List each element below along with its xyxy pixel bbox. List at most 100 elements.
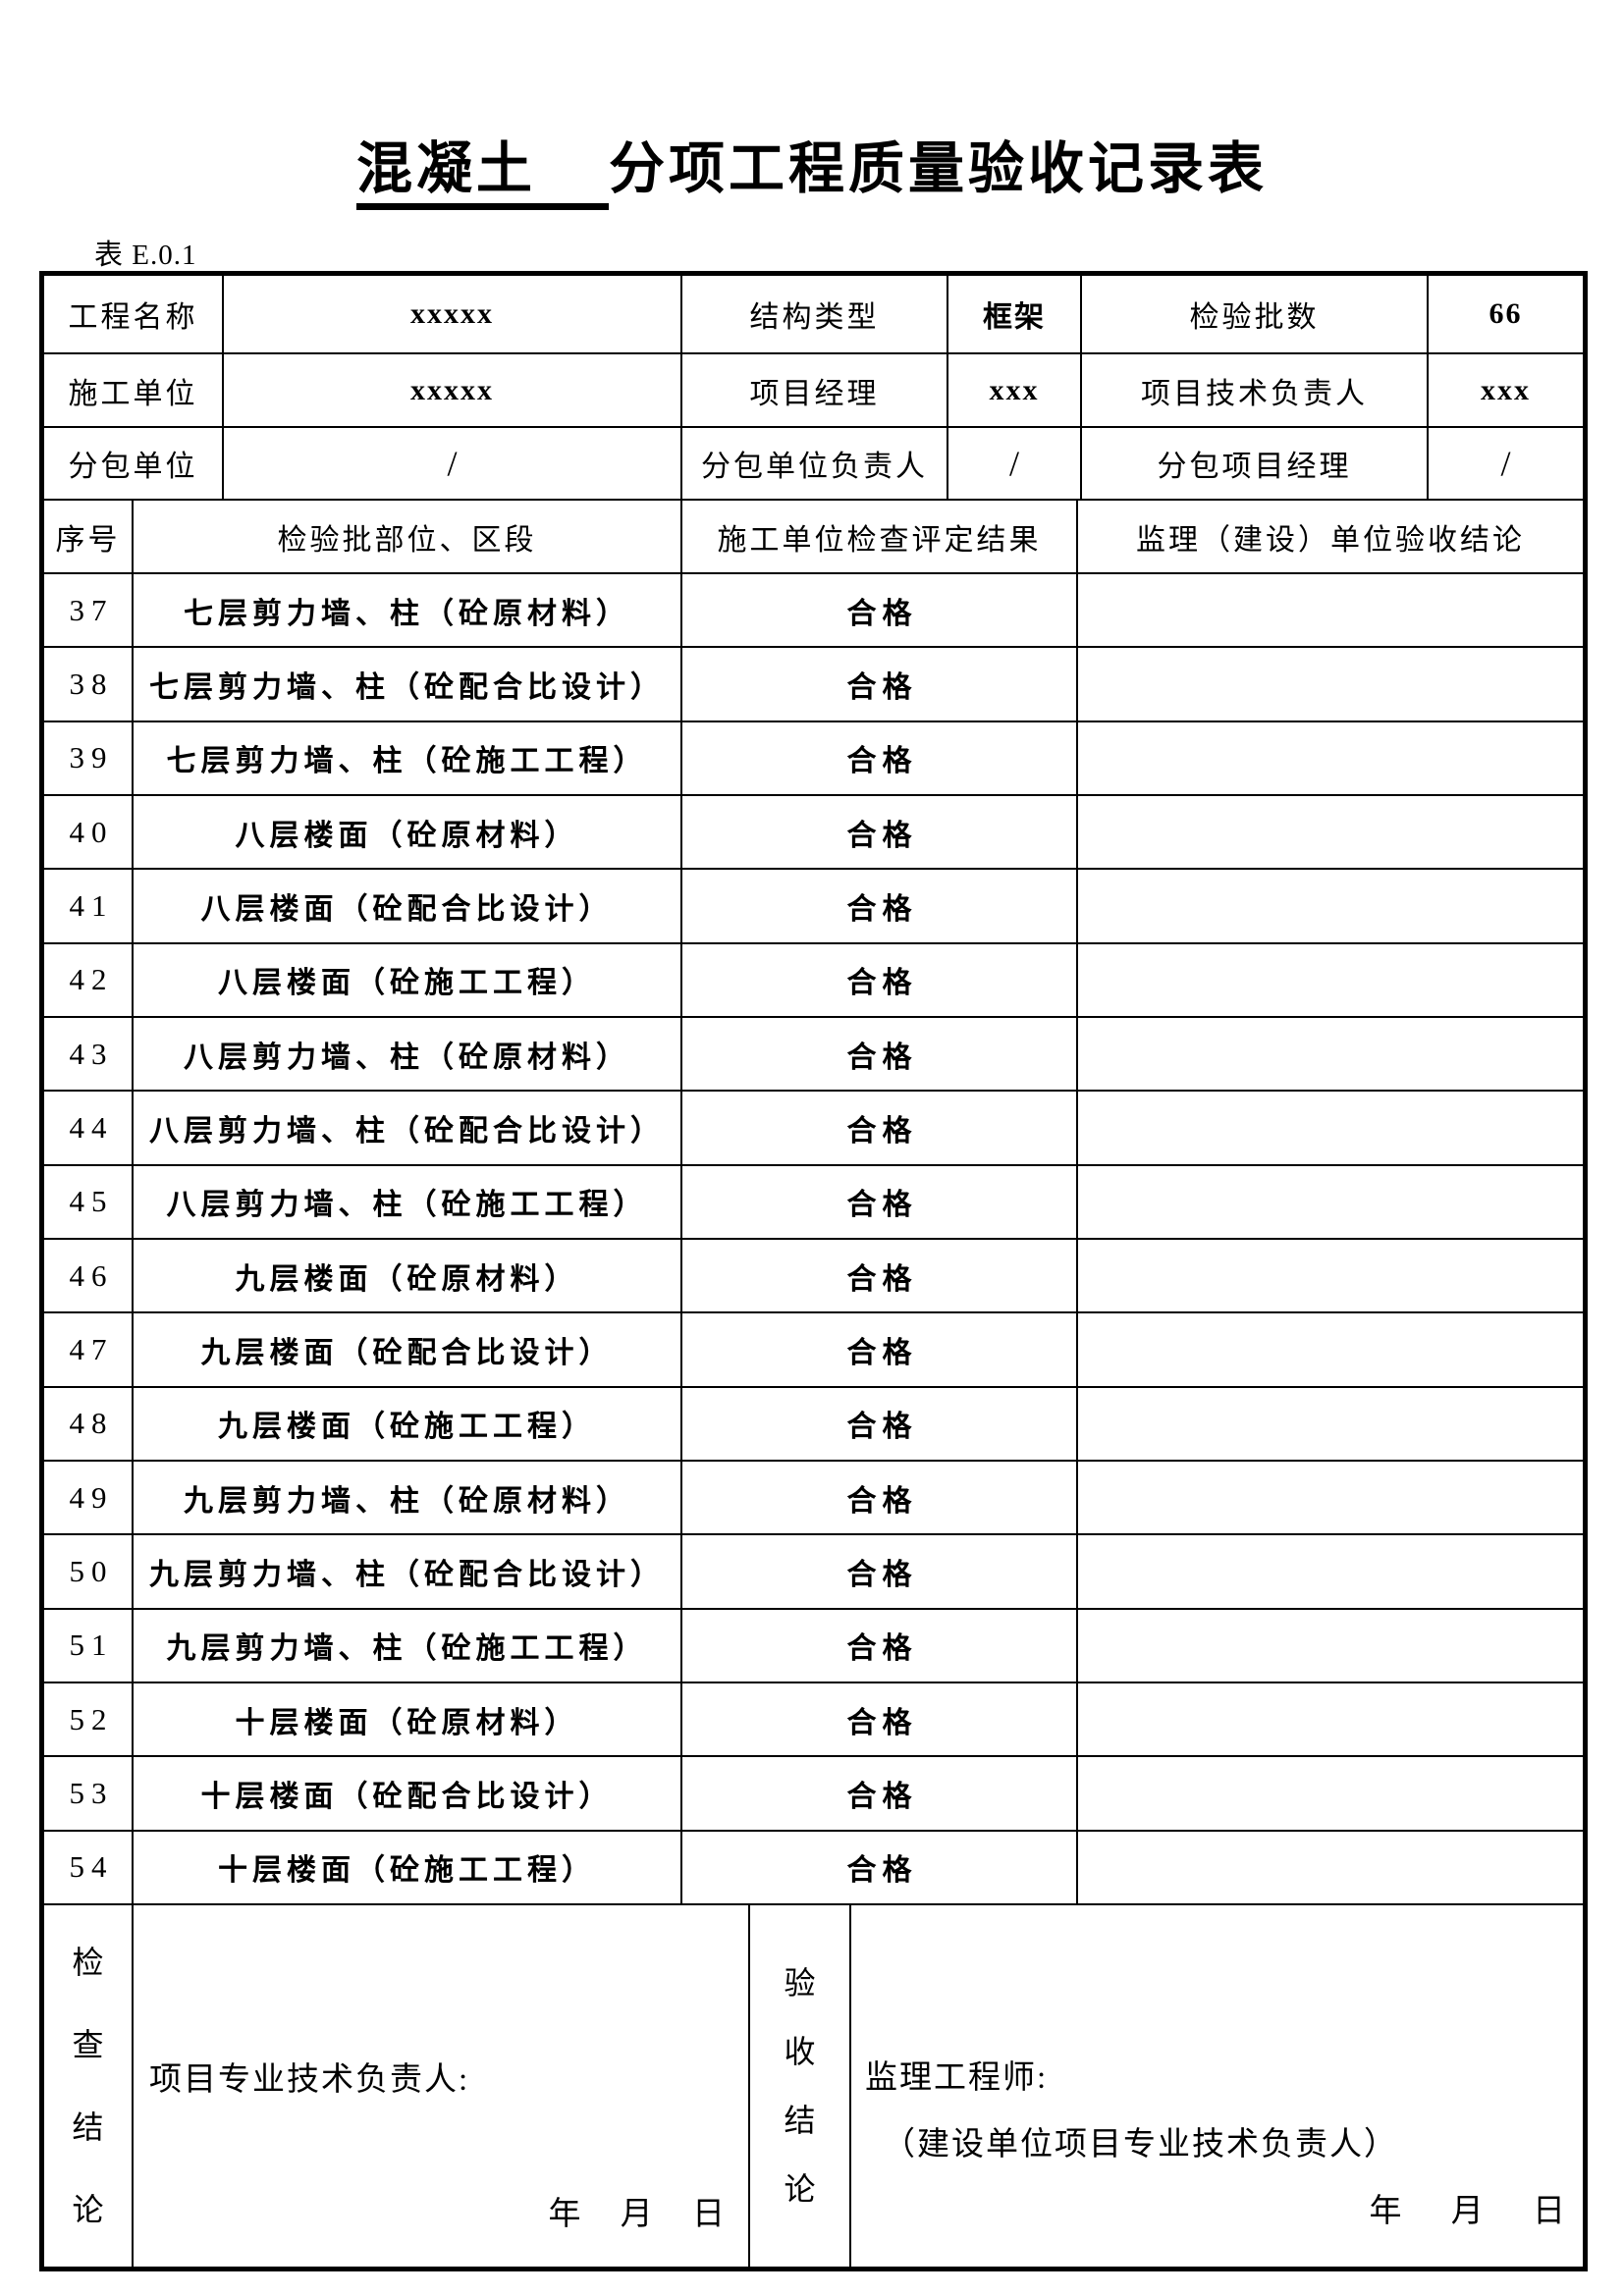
table-row: 42 八层楼面（砼施工工程） 合格 xyxy=(44,943,1583,1018)
page-title-rest: 分项工程质量验收记录表 xyxy=(609,137,1268,200)
row-part-text: 八层楼面（砼原材料） xyxy=(235,819,579,852)
row-result-cell: 合格 xyxy=(682,795,1078,869)
row-part-text: 九层楼面（砼原材料） xyxy=(235,1262,579,1296)
row-result-cell: 合格 xyxy=(682,1165,1078,1238)
row-conclusion-cell xyxy=(1078,1757,1583,1829)
table-row: 40 八层楼面（砼原材料） 合格 xyxy=(44,795,1583,871)
supervising-engineer-signature-label: 监理工程师: xyxy=(865,2060,1049,2096)
subcontractor-label: 分包单位 xyxy=(44,428,224,499)
row-number: 45 xyxy=(69,1184,114,1219)
row-result-text: 合格 xyxy=(846,1854,918,1888)
row-conclusion-cell xyxy=(1078,1313,1583,1385)
table-row: 47 九层楼面（砼配合比设计） 合格 xyxy=(44,1313,1583,1388)
batch-count-value: 66 xyxy=(1489,297,1523,330)
project-name-value: xxxxx xyxy=(224,276,682,352)
row-number: 53 xyxy=(69,1775,114,1810)
conclusion-section: 检 查 结 论 项目专业技术负责人: 年 月 日 验 收 结 论 监理工程师: … xyxy=(44,1905,1583,2267)
row-result-text: 合格 xyxy=(846,1558,918,1591)
row-conclusion-cell xyxy=(1078,1166,1583,1238)
row-result-text: 合格 xyxy=(846,1632,918,1666)
acceptance-conclusion-cell: 监理工程师: （建设单位项目专业技术负责人） 年 月 日 xyxy=(851,1905,1583,2267)
row-result-cell: 合格 xyxy=(682,721,1078,794)
row-part-cell: 九层楼面（砼配合比设计） xyxy=(134,1313,682,1386)
row-number: 49 xyxy=(69,1479,114,1515)
row-conclusion-cell xyxy=(1078,648,1583,720)
acceptance-date-line: 年 月 日 xyxy=(1369,2194,1566,2229)
row-conclusion-cell xyxy=(1078,1610,1583,1682)
row-part-text: 八层剪力墙、柱（砼配合比设计） xyxy=(149,1114,665,1148)
row-number-cell: 53 xyxy=(44,1757,134,1830)
row-conclusion-cell xyxy=(1078,1462,1583,1533)
subcontract-pm-label: 分包项目经理 xyxy=(1082,428,1429,499)
table-row: 52 十层楼面（砼原材料） 合格 xyxy=(44,1682,1583,1758)
table-row: 37 七层剪力墙、柱（砼原材料） 合格 xyxy=(44,574,1583,649)
acceptance-conclusion-char: 论 xyxy=(784,2171,816,2207)
page-title-underlined-part: 混凝土 xyxy=(356,137,609,210)
row-result-text: 合格 xyxy=(846,1411,918,1444)
row-number: 39 xyxy=(69,740,114,775)
contractor-label: 施工单位 xyxy=(44,354,224,426)
row-conclusion-cell xyxy=(1078,870,1583,941)
table-row: 45 八层剪力墙、柱（砼施工工程） 合格 xyxy=(44,1165,1583,1240)
row-part-cell: 十层楼面（砼施工工程） xyxy=(134,1831,682,1903)
page-title: 混凝土 分项工程质量验收记录表 xyxy=(356,137,1268,210)
row-number-cell: 47 xyxy=(44,1313,134,1386)
row-part-cell: 九层剪力墙、柱（砼配合比设计） xyxy=(134,1535,682,1608)
check-conclusion-label: 检 查 结 论 xyxy=(44,1905,134,2267)
row-number: 41 xyxy=(69,887,114,923)
row-result-cell: 合格 xyxy=(682,1313,1078,1386)
project-manager-label: 项目经理 xyxy=(682,354,948,426)
row-part-text: 十层楼面（砼原材料） xyxy=(235,1706,579,1739)
row-result-text: 合格 xyxy=(846,1114,918,1148)
row-part-text: 九层剪力墙、柱（砼原材料） xyxy=(184,1484,630,1518)
row-number-cell: 38 xyxy=(44,648,134,721)
row-part-cell: 七层剪力墙、柱（砼施工工程） xyxy=(134,721,682,794)
table-row: 53 十层楼面（砼配合比设计） 合格 xyxy=(44,1757,1583,1832)
row-result-text: 合格 xyxy=(846,1336,918,1369)
row-conclusion-cell xyxy=(1078,944,1583,1016)
row-result-text: 合格 xyxy=(846,1706,918,1739)
info-row-project: 工程名称 xxxxx 结构类型 框架 检验批数 66 xyxy=(44,276,1583,354)
row-part-cell: 八层剪力墙、柱（砼原材料） xyxy=(134,1017,682,1091)
row-result-text: 合格 xyxy=(846,1189,918,1222)
row-result-text: 合格 xyxy=(846,967,918,1000)
subcontractor-head-value: / xyxy=(948,428,1082,499)
row-number: 38 xyxy=(69,666,114,701)
check-conclusion-cell: 项目专业技术负责人: 年 月 日 xyxy=(134,1905,750,2267)
table-row: 54 十层楼面（砼施工工程） 合格 xyxy=(44,1831,1583,1905)
table-row: 51 九层剪力墙、柱（砼施工工程） 合格 xyxy=(44,1609,1583,1683)
row-part-text: 九层楼面（砼施工工程） xyxy=(218,1411,596,1444)
row-result-cell: 合格 xyxy=(682,1535,1078,1608)
row-number-cell: 37 xyxy=(44,574,134,647)
row-number-cell: 54 xyxy=(44,1831,134,1903)
check-conclusion-char: 查 xyxy=(72,2027,104,2062)
row-result-cell: 合格 xyxy=(682,1757,1078,1830)
row-number: 51 xyxy=(69,1628,114,1663)
info-row-subcontractor: 分包单位 / 分包单位负责人 / 分包项目经理 / xyxy=(44,428,1583,501)
row-result-text: 合格 xyxy=(846,597,918,630)
row-result-cell: 合格 xyxy=(682,1682,1078,1756)
row-conclusion-cell xyxy=(1078,1683,1583,1755)
row-part-cell: 八层剪力墙、柱（砼配合比设计） xyxy=(134,1092,682,1164)
row-part-cell: 九层楼面（砼原材料） xyxy=(134,1239,682,1312)
row-part-cell: 九层楼面（砼施工工程） xyxy=(134,1387,682,1460)
tech-responsible-signature-label: 项目专业技术负责人: xyxy=(149,2062,470,2098)
row-result-cell: 合格 xyxy=(682,1092,1078,1164)
structure-type-label: 结构类型 xyxy=(682,276,948,352)
row-result-cell: 合格 xyxy=(682,870,1078,942)
table-row: 50 九层剪力墙、柱（砼配合比设计） 合格 xyxy=(44,1535,1583,1610)
row-part-cell: 九层剪力墙、柱（砼施工工程） xyxy=(134,1609,682,1682)
tech-director-label: 项目技术负责人 xyxy=(1082,354,1429,426)
row-number-cell: 44 xyxy=(44,1092,134,1164)
info-row-contractor: 施工单位 xxxxx 项目经理 xxx 项目技术负责人 xxx xyxy=(44,354,1583,428)
row-result-cell: 合格 xyxy=(682,1017,1078,1091)
table-row: 41 八层楼面（砼配合比设计） 合格 xyxy=(44,870,1583,944)
row-part-cell: 八层剪力墙、柱（砼施工工程） xyxy=(134,1165,682,1238)
row-number: 52 xyxy=(69,1701,114,1736)
row-result-text: 合格 xyxy=(846,670,918,704)
row-part-cell: 八层楼面（砼配合比设计） xyxy=(134,870,682,942)
acceptance-conclusion-label: 验 收 结 论 xyxy=(750,1905,851,2267)
row-number-cell: 50 xyxy=(44,1535,134,1608)
row-result-cell: 合格 xyxy=(682,1387,1078,1460)
